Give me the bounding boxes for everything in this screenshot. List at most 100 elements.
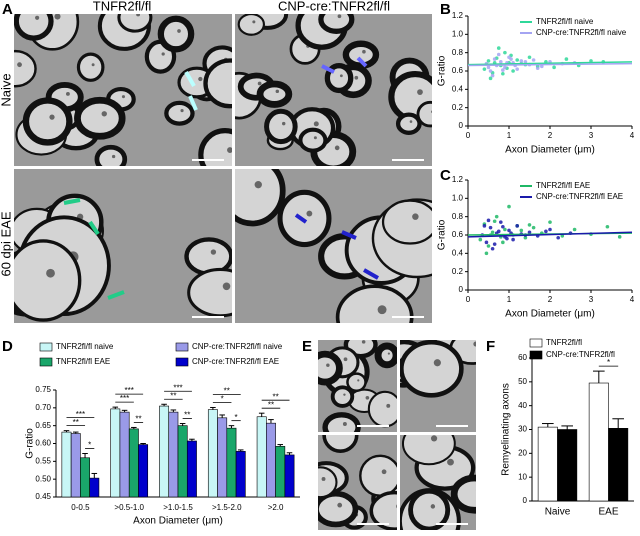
organelle — [198, 76, 203, 82]
organelle — [161, 52, 165, 56]
point — [527, 55, 532, 60]
significance-label: *** — [173, 383, 182, 392]
fit-line — [467, 231, 633, 238]
bar — [61, 431, 72, 498]
organelle — [361, 340, 366, 344]
point — [507, 228, 511, 233]
axons — [318, 435, 397, 530]
bar — [537, 426, 558, 502]
organelle — [430, 435, 438, 442]
organelle — [257, 81, 262, 86]
axon — [367, 390, 397, 428]
fit-line — [467, 62, 633, 67]
axons — [235, 169, 432, 323]
point — [523, 60, 528, 64]
measure — [188, 95, 198, 111]
panel-label: E — [302, 338, 312, 355]
organelle — [387, 352, 390, 355]
axon — [94, 144, 128, 166]
y-axis-label: Remyelinating axons — [501, 383, 512, 476]
y-axis-label: G-ratio — [25, 428, 36, 459]
panel-label: D — [2, 338, 13, 355]
x-tick-label: 0-0.5 — [71, 503, 90, 512]
organelle — [269, 8, 273, 12]
point — [515, 67, 519, 71]
point — [496, 52, 501, 57]
bar — [207, 409, 218, 498]
point — [488, 69, 493, 73]
point — [496, 46, 501, 50]
y-tick-label: 0.2 — [452, 103, 464, 112]
organelle — [326, 363, 330, 367]
y-tick-label: 0.6 — [452, 230, 464, 239]
point — [617, 235, 622, 239]
axon — [346, 372, 367, 393]
axon — [157, 15, 195, 53]
y-tick-label: 0.8 — [452, 48, 464, 57]
significance-label: ** — [224, 387, 230, 396]
legend-swatch — [529, 350, 543, 360]
organelle — [231, 77, 232, 80]
axon — [187, 267, 232, 318]
x-tick-label: 3 — [589, 295, 594, 304]
point — [492, 219, 497, 224]
organelle — [337, 502, 343, 508]
axons — [400, 340, 476, 398]
axon — [330, 385, 355, 408]
point — [484, 251, 489, 256]
y-axis-label: G-ratio — [437, 219, 448, 250]
y-tick-label: 0.70 — [35, 403, 51, 412]
x-tick-label: Naive — [545, 507, 571, 518]
axon — [359, 454, 397, 497]
significance-label: * — [221, 395, 224, 404]
organelle — [386, 403, 391, 408]
bar — [608, 428, 629, 502]
measure — [356, 56, 368, 68]
bar — [557, 429, 578, 502]
bar — [266, 422, 276, 498]
axon — [74, 96, 126, 140]
measure — [63, 198, 81, 205]
legend-label: CNP-cre:TNFR2fl/fl EAE — [536, 192, 623, 201]
y-tick-label: 0.50 — [35, 474, 51, 483]
organelle — [409, 120, 413, 123]
bar — [226, 427, 237, 498]
organelle — [227, 147, 232, 153]
organelle — [412, 213, 419, 220]
measure — [107, 290, 125, 300]
point — [501, 240, 505, 245]
point — [503, 65, 507, 70]
x-tick-label: 1 — [507, 295, 512, 304]
y-tick-label: 10 — [518, 472, 527, 481]
organelle — [357, 379, 360, 382]
organelle — [180, 109, 184, 113]
y-tick-label: 0.55 — [35, 456, 51, 465]
point — [496, 229, 501, 234]
bar — [70, 433, 81, 498]
organelle — [65, 92, 70, 96]
axon — [416, 100, 432, 128]
point — [531, 58, 536, 62]
x-tick-label: 4 — [630, 295, 635, 304]
organelle — [282, 121, 286, 126]
organelle — [447, 458, 454, 466]
y-tick-label: 20 — [518, 448, 527, 457]
point — [492, 57, 497, 61]
axon — [264, 108, 298, 145]
point — [490, 230, 495, 235]
legend-label: TNFR2fl/fl naive — [536, 17, 594, 26]
organelle — [362, 49, 366, 54]
organelle — [136, 14, 141, 17]
point — [488, 76, 493, 81]
axon — [198, 128, 232, 166]
bar — [128, 428, 139, 498]
y-tick-label: 1.0 — [452, 29, 464, 38]
axon — [164, 100, 195, 126]
point — [535, 66, 540, 71]
point — [548, 220, 552, 224]
organelle — [343, 393, 346, 396]
y-tick-label: 0.4 — [452, 248, 464, 257]
axon — [400, 340, 464, 398]
